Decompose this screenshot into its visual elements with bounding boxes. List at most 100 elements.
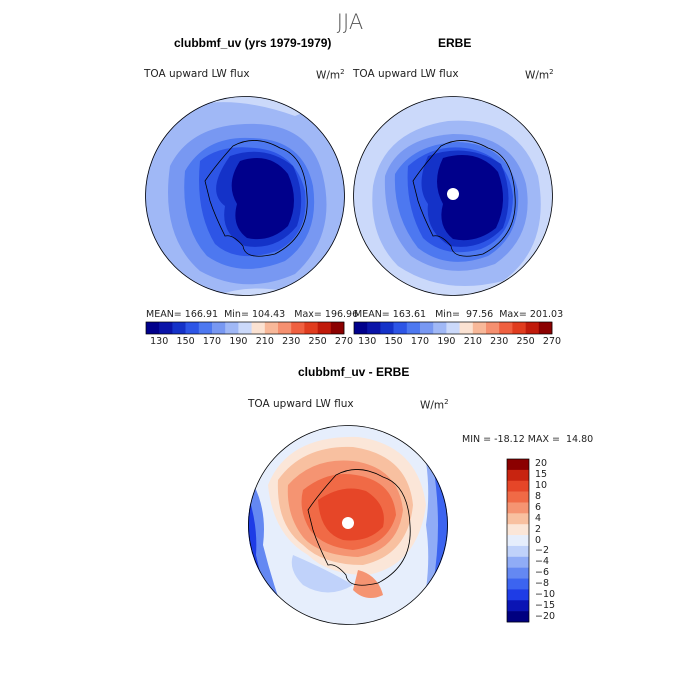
colorbar-swatch bbox=[238, 322, 252, 334]
colorbar-tick-label: 250 bbox=[516, 336, 535, 347]
panel2-variable-label: TOA upward LW flux bbox=[353, 68, 459, 80]
panel3-colorbar bbox=[506, 458, 530, 623]
colorbar-swatch bbox=[507, 513, 529, 525]
panel1-units: W/m2 bbox=[316, 68, 345, 82]
colorbar-swatch bbox=[507, 491, 529, 503]
colorbar-swatch bbox=[507, 480, 529, 492]
colorbar-tick-label: −20 bbox=[535, 610, 556, 622]
colorbar-tick-label: 6 bbox=[535, 501, 542, 513]
colorbar-tick-label: 230 bbox=[490, 336, 509, 347]
colorbar-swatch bbox=[507, 567, 529, 579]
panel3-colorbar-ticks: 20 15 10 8 6 4 2 0 −2 −4 −6 −8 −10 −15 −20 bbox=[535, 458, 575, 622]
colorbar-swatch bbox=[507, 524, 529, 536]
panel1-variable-label: TOA upward LW flux bbox=[144, 68, 250, 80]
colorbar-swatch bbox=[507, 459, 529, 471]
colorbar-swatch bbox=[367, 322, 381, 334]
colorbar-swatch bbox=[354, 322, 368, 334]
panel1-stats: MEAN= 166.91 Min= 104.43 Max= 196.96 bbox=[146, 309, 359, 320]
colorbar-tick-label: −8 bbox=[535, 577, 550, 589]
colorbar-swatch bbox=[507, 611, 529, 623]
colorbar-tick-label: −2 bbox=[535, 545, 550, 557]
colorbar-swatch bbox=[512, 322, 526, 334]
colorbar-tick-label: 10 bbox=[535, 480, 548, 492]
colorbar-tick-label: 270 bbox=[334, 336, 354, 347]
colorbar-tick-label: 210 bbox=[255, 336, 274, 347]
panel2-title: ERBE bbox=[438, 36, 472, 50]
colorbar-tick-label: 150 bbox=[384, 336, 403, 347]
colorbar-swatch bbox=[251, 322, 266, 334]
colorbar-swatch bbox=[507, 589, 529, 601]
colorbar-tick-label: −4 bbox=[535, 556, 550, 568]
colorbar-swatch bbox=[172, 322, 186, 334]
colorbar-tick-label: 2 bbox=[535, 523, 542, 535]
colorbar-swatch bbox=[507, 600, 529, 612]
panel2-stats: MEAN= 163.61 Min= 97.56 Max= 201.03 bbox=[354, 309, 564, 320]
colorbar-border bbox=[145, 321, 345, 335]
colorbar-tick-label: 230 bbox=[282, 336, 301, 347]
colorbar-swatch bbox=[225, 322, 239, 334]
panel3-title: clubbmf_uv - ERBE bbox=[298, 365, 410, 379]
colorbar-swatch bbox=[393, 322, 408, 334]
colorbar-swatch bbox=[472, 322, 487, 334]
colorbar-tick-label: 20 bbox=[535, 458, 548, 470]
colorbar-swatch bbox=[507, 556, 529, 568]
colorbar-swatch bbox=[159, 322, 173, 334]
figure-title: JJA bbox=[336, 10, 364, 34]
colorbar-border bbox=[353, 321, 553, 335]
colorbar-swatch bbox=[185, 322, 200, 334]
colorbar-tick-label: 130 bbox=[358, 336, 377, 347]
colorbar-tick-label: 130 bbox=[150, 336, 169, 347]
colorbar-tick-label: 170 bbox=[202, 336, 222, 347]
colorbar-swatch bbox=[291, 322, 305, 334]
colorbar-swatch bbox=[507, 502, 529, 514]
colorbar-swatch bbox=[198, 322, 213, 334]
colorbar-swatch bbox=[317, 322, 332, 334]
colorbar-swatch bbox=[507, 469, 529, 482]
colorbar-swatch bbox=[525, 322, 540, 334]
colorbar-tick-label: 270 bbox=[542, 336, 562, 347]
colorbar-swatch bbox=[380, 322, 394, 334]
colorbar-tick-label: −15 bbox=[535, 599, 556, 611]
panel1-colorbar-ticks: 130 150 170 190 210 230 250 270 130 150 170 190 210 2… bbox=[0, 336, 700, 350]
colorbar-tick-label: 170 bbox=[410, 336, 430, 347]
colorbar-swatch bbox=[212, 322, 226, 334]
colorbar-swatch bbox=[507, 578, 529, 590]
panel2-colorbar bbox=[353, 321, 553, 335]
colorbar-tick-label: 190 bbox=[437, 336, 456, 347]
colorbar-border bbox=[506, 458, 530, 623]
colorbar-tick-label: 4 bbox=[535, 512, 542, 524]
panel1-colorbar bbox=[145, 321, 345, 335]
colorbar-swatch bbox=[330, 322, 345, 334]
colorbar-swatch bbox=[264, 322, 279, 334]
panel2-polar-map bbox=[353, 96, 553, 296]
colorbar-swatch bbox=[146, 322, 160, 334]
colorbar-swatch bbox=[507, 545, 529, 558]
panel2-units: W/m2 bbox=[525, 68, 554, 82]
colorbar-swatch bbox=[459, 322, 474, 334]
colorbar-tick-label: 0 bbox=[535, 534, 542, 546]
panel1-polar-map bbox=[145, 96, 345, 296]
panel3-polar-map bbox=[248, 425, 448, 625]
panel3-units: W/m2 bbox=[420, 398, 449, 412]
colorbar-swatch bbox=[486, 322, 500, 334]
colorbar-tick-label: 150 bbox=[176, 336, 195, 347]
colorbar-swatch bbox=[433, 322, 447, 334]
colorbar-swatch bbox=[406, 322, 421, 334]
colorbar-swatch bbox=[304, 322, 318, 334]
colorbar-swatch bbox=[278, 322, 292, 334]
colorbar-tick-label: 250 bbox=[308, 336, 327, 347]
colorbar-tick-label: −6 bbox=[535, 567, 550, 579]
colorbar-tick-label: 210 bbox=[463, 336, 482, 347]
colorbar-swatch bbox=[538, 322, 553, 334]
colorbar-swatch bbox=[499, 322, 513, 334]
colorbar-swatch bbox=[420, 322, 434, 334]
colorbar-tick-label: −10 bbox=[535, 588, 556, 600]
colorbar-tick-label: 8 bbox=[535, 491, 542, 503]
colorbar-swatch bbox=[507, 535, 529, 547]
panel3-stats: MIN = -18.12 MAX = 14.80 bbox=[462, 434, 594, 445]
colorbar-tick-label: 15 bbox=[535, 469, 548, 481]
panel1-title: clubbmf_uv (yrs 1979-1979) bbox=[174, 36, 332, 50]
colorbar-swatch bbox=[446, 322, 460, 334]
colorbar-tick-label: 190 bbox=[229, 336, 248, 347]
panel3-variable-label: TOA upward LW flux bbox=[248, 398, 354, 410]
